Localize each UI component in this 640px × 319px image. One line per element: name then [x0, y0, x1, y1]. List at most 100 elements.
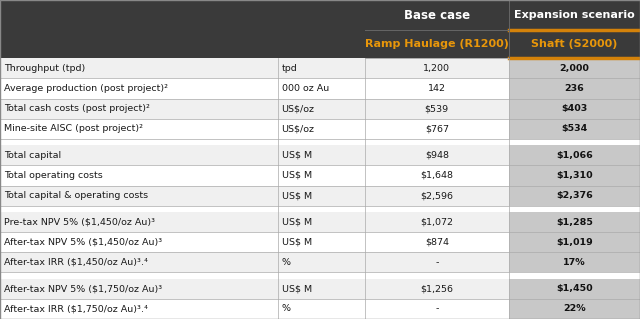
Text: US$ M: US$ M — [282, 218, 312, 226]
Bar — [0, 145, 278, 165]
Text: After-tax NPV 5% ($1,450/oz Au)³: After-tax NPV 5% ($1,450/oz Au)³ — [4, 238, 163, 247]
Bar — [0, 99, 278, 119]
Text: $874: $874 — [425, 238, 449, 247]
Text: US$ M: US$ M — [282, 238, 312, 247]
Bar — [509, 165, 640, 186]
Bar — [278, 99, 365, 119]
Text: Base case: Base case — [404, 9, 470, 22]
Bar — [0, 232, 278, 252]
Bar — [509, 58, 640, 78]
Bar — [365, 212, 509, 232]
Text: 000 oz Au: 000 oz Au — [282, 84, 329, 93]
Bar — [0, 212, 278, 232]
Bar — [509, 186, 640, 206]
Text: Total capital: Total capital — [4, 151, 61, 160]
Bar — [0, 206, 640, 212]
Bar — [0, 278, 278, 299]
Text: $539: $539 — [425, 104, 449, 113]
Bar — [278, 145, 365, 165]
Text: 1,200: 1,200 — [423, 64, 451, 73]
Bar — [278, 232, 365, 252]
Text: US$ M: US$ M — [282, 171, 312, 180]
Text: After-tax NPV 5% ($1,750/oz Au)³: After-tax NPV 5% ($1,750/oz Au)³ — [4, 284, 163, 293]
Bar — [365, 99, 509, 119]
Text: Expansion scenario: Expansion scenario — [514, 10, 635, 20]
Bar — [0, 165, 278, 186]
Text: 17%: 17% — [563, 258, 586, 267]
Text: US$/oz: US$/oz — [282, 124, 315, 133]
Text: $1,310: $1,310 — [556, 171, 593, 180]
Text: 2,000: 2,000 — [559, 64, 589, 73]
Text: US$/oz: US$/oz — [282, 104, 315, 113]
Text: 236: 236 — [564, 84, 584, 93]
Text: Average production (post project)²: Average production (post project)² — [4, 84, 168, 93]
Bar — [365, 278, 509, 299]
Bar — [509, 145, 640, 165]
Text: Shaft (S2000): Shaft (S2000) — [531, 39, 618, 49]
Text: %: % — [282, 304, 291, 313]
Bar — [278, 299, 365, 319]
Text: $1,256: $1,256 — [420, 284, 453, 293]
Bar — [365, 145, 509, 165]
Text: -: - — [435, 304, 438, 313]
Bar — [0, 252, 278, 272]
Bar — [365, 165, 509, 186]
Text: After-tax IRR ($1,750/oz Au)³․⁴: After-tax IRR ($1,750/oz Au)³․⁴ — [4, 304, 148, 313]
Text: $767: $767 — [425, 124, 449, 133]
Bar — [0, 58, 278, 78]
Bar — [509, 212, 640, 232]
Bar — [365, 232, 509, 252]
Bar — [278, 78, 365, 99]
Bar — [0, 139, 640, 145]
Text: Throughput (tpd): Throughput (tpd) — [4, 64, 86, 73]
Bar — [365, 78, 509, 99]
Text: US$ M: US$ M — [282, 151, 312, 160]
Text: After-tax IRR ($1,450/oz Au)³․⁴: After-tax IRR ($1,450/oz Au)³․⁴ — [4, 258, 148, 267]
Text: 22%: 22% — [563, 304, 586, 313]
Text: %: % — [282, 258, 291, 267]
Bar — [0, 0, 365, 30]
Text: Total operating costs: Total operating costs — [4, 171, 103, 180]
Text: $2,376: $2,376 — [556, 191, 593, 200]
Bar — [0, 78, 278, 99]
Text: Mine-site AISC (post project)²: Mine-site AISC (post project)² — [4, 124, 143, 133]
Bar — [365, 252, 509, 272]
Bar — [365, 30, 509, 58]
Bar — [509, 299, 640, 319]
Text: US$ M: US$ M — [282, 284, 312, 293]
Bar — [509, 119, 640, 139]
Text: tpd: tpd — [282, 64, 298, 73]
Bar — [278, 119, 365, 139]
Text: Ramp Haulage (R1200): Ramp Haulage (R1200) — [365, 39, 509, 49]
Text: -: - — [435, 258, 438, 267]
Text: $2,596: $2,596 — [420, 191, 453, 200]
Bar — [365, 119, 509, 139]
Bar — [509, 232, 640, 252]
Text: $1,072: $1,072 — [420, 218, 453, 226]
Bar — [0, 30, 365, 58]
Text: $1,648: $1,648 — [420, 171, 453, 180]
Bar — [0, 186, 278, 206]
Bar — [0, 119, 278, 139]
Bar — [278, 278, 365, 299]
Text: Total capital & operating costs: Total capital & operating costs — [4, 191, 148, 200]
Text: $1,066: $1,066 — [556, 151, 593, 160]
Bar — [509, 0, 640, 30]
Bar — [365, 186, 509, 206]
Bar — [0, 299, 278, 319]
Text: 142: 142 — [428, 84, 446, 93]
Bar — [509, 252, 640, 272]
Bar — [278, 165, 365, 186]
Bar — [278, 58, 365, 78]
Bar — [365, 58, 509, 78]
Text: Pre-tax NPV 5% ($1,450/oz Au)³: Pre-tax NPV 5% ($1,450/oz Au)³ — [4, 218, 156, 226]
Bar — [509, 78, 640, 99]
Bar — [278, 252, 365, 272]
Bar — [365, 0, 509, 30]
Bar — [278, 212, 365, 232]
Text: Total cash costs (post project)²: Total cash costs (post project)² — [4, 104, 150, 113]
Bar — [0, 272, 640, 278]
Text: $1,019: $1,019 — [556, 238, 593, 247]
Bar — [509, 30, 640, 58]
Text: $948: $948 — [425, 151, 449, 160]
